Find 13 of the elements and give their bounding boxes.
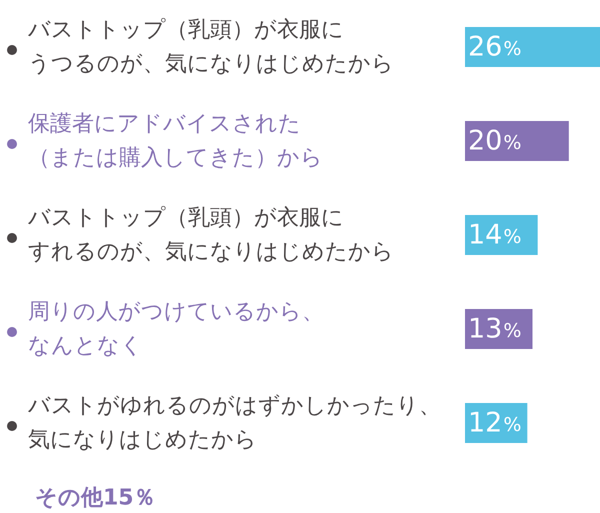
data-label: 14% [468, 220, 522, 250]
y-tick-label: 保護者にアドバイスされた（または購入してきた）から [28, 112, 323, 170]
data-label: 12% [468, 408, 522, 438]
y-tick-label: 周りの人がつけているから、なんとなく [28, 300, 324, 358]
text: その他15％ [35, 486, 156, 510]
y-tick-label: バストがゆれるのがはずかしかったり、気になりはじめたから [27, 394, 441, 452]
bar [465, 121, 569, 161]
y-tick-label: バストトップ（乳頭）が衣服にうつるのが、気になりはじめたから [27, 18, 394, 76]
bar [465, 27, 600, 67]
y-tick-label: バストトップ（乳頭）が衣服にすれるのが、気になりはじめたから [27, 206, 394, 264]
data-label: 20% [468, 126, 522, 156]
data-label: 26% [468, 32, 522, 62]
data-label: 13% [468, 314, 522, 344]
